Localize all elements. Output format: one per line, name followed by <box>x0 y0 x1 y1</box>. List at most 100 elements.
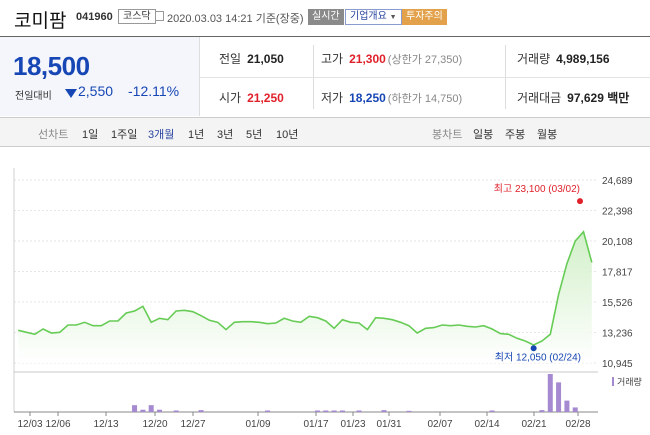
x-tick-label: 02/21 <box>521 419 546 430</box>
stock-name: 코미팜 <box>14 11 67 32</box>
volume-legend-swatch <box>612 377 614 386</box>
upper-limit: (상한가 27,350) <box>387 54 463 66</box>
candle-chart-label: 봉차트 <box>432 129 463 141</box>
price-chart: 24,689 22,398 20,108 17,817 15,526 13,236 10,9… <box>0 148 650 435</box>
quote-datetime: 2020.03.03 14:21 기준(장중) <box>167 13 304 25</box>
low-annotation: 최저 12,050 (02/24) <box>495 351 581 363</box>
x-tick-label: 12/20 <box>142 419 167 430</box>
volume-bar <box>314 410 320 412</box>
lower-limit: (하한가 14,750) <box>387 93 463 105</box>
change-rate: -12.11% <box>128 83 180 99</box>
period-tab-5y[interactable]: 5년 <box>246 129 263 141</box>
volume-bar <box>265 410 271 412</box>
volume-bar <box>339 410 345 412</box>
volume-bar <box>539 410 545 412</box>
y-tick-label: 24,689 <box>602 176 633 187</box>
price-area <box>18 231 592 363</box>
clock-icon <box>155 11 164 21</box>
volume-bar <box>140 409 146 412</box>
volume-bar <box>381 410 387 412</box>
low-cell: 저가 18,250 (하한가 14,750) <box>321 89 462 106</box>
x-tick-label: 02/28 <box>565 419 590 430</box>
prev-day-change-label: 전일대비 <box>15 91 52 102</box>
stock-code: 041960 <box>76 11 113 23</box>
volume-bar <box>132 405 138 412</box>
stock-header: 코미팜 041960 코스닥 2020.03.03 14:21 기준(장중) 실… <box>0 0 650 35</box>
amount-label: 거래대금 <box>517 91 562 105</box>
low-marker <box>530 345 537 352</box>
low-value: 18,250 <box>349 91 386 105</box>
x-tick-label: 01/31 <box>376 419 401 430</box>
x-tick-label: 12/27 <box>180 419 205 430</box>
volume-bar <box>173 410 179 412</box>
y-tick-label: 22,398 <box>602 207 633 218</box>
company-overview-button[interactable]: 기업개요 ▼ <box>345 9 402 25</box>
volume-bar <box>564 400 570 412</box>
volume-bar <box>489 410 495 412</box>
volume-bar <box>572 407 578 412</box>
period-tab-3m[interactable]: 3개월 <box>148 129 175 141</box>
y-tick-label: 15,526 <box>602 298 633 309</box>
company-overview-label: 기업개요 <box>350 11 387 22</box>
amount-cell: 거래대금 97,629 백만 <box>517 89 629 106</box>
open-value: 21,250 <box>247 91 284 105</box>
price-chart-svg: 24,689 22,398 20,108 17,817 15,526 13,236 10,9… <box>13 168 642 430</box>
high-value: 21,300 <box>349 52 386 66</box>
realtime-button[interactable]: 실시간 <box>308 9 344 25</box>
chevron-down-icon: ▼ <box>389 14 397 21</box>
volume-cell: 거래량 4,989,156 <box>517 50 610 67</box>
volume-bar <box>547 374 553 412</box>
volume-bar <box>323 410 329 412</box>
volume-bar <box>331 410 337 412</box>
y-tick-label: 13,236 <box>602 329 633 340</box>
investment-warning-badge: 투자주의 <box>402 9 447 25</box>
volume-legend-label: 거래량 <box>617 376 642 387</box>
high-cell: 고가 21,300 (상한가 27,350) <box>321 50 462 67</box>
x-tick-label: 01/17 <box>303 419 328 430</box>
high-label: 고가 <box>321 52 344 66</box>
x-tick-label: 01/09 <box>245 419 270 430</box>
x-tick-label: 01/23 <box>340 419 365 430</box>
candle-tab-daily[interactable]: 일봉 <box>473 129 494 141</box>
high-marker <box>577 198 583 205</box>
volume-bar <box>198 410 204 412</box>
period-tab-1d[interactable]: 1일 <box>82 129 99 141</box>
candle-tab-monthly[interactable]: 월봉 <box>537 129 558 141</box>
volume-bar <box>356 410 362 412</box>
period-tab-10y[interactable]: 10년 <box>276 129 299 141</box>
candle-tab-weekly[interactable]: 주봉 <box>505 129 526 141</box>
current-price-box: 18,500 전일대비 2,550 -12.11% <box>0 37 200 116</box>
x-tick-label: 12/06 <box>45 419 70 430</box>
price-change: 2,550 <box>78 83 114 99</box>
open-cell: 시가 21,250 <box>219 89 284 106</box>
divider <box>200 77 650 78</box>
down-triangle-icon <box>65 89 77 98</box>
period-tab-3y[interactable]: 3년 <box>217 129 234 141</box>
y-tick-label: 10,945 <box>602 359 633 370</box>
volume-value: 4,989,156 <box>556 52 610 66</box>
chart-toolbar: 선차트 1일 1주일 3개월 1년 3년 5년 10년 봉차트 일봉 주봉 월봉 <box>0 117 650 147</box>
prev-close-label: 전일 <box>219 52 242 66</box>
period-tab-1y[interactable]: 1년 <box>188 129 205 141</box>
price-line <box>18 230 593 346</box>
prev-close-value: 21,050 <box>247 52 284 66</box>
period-tab-1w[interactable]: 1주일 <box>111 129 138 141</box>
y-tick-label: 17,817 <box>602 268 633 279</box>
market-badge: 코스닥 <box>118 9 156 24</box>
prev-close-cell: 전일 21,050 <box>219 50 284 67</box>
amount-value: 97,629 백만 <box>567 91 630 105</box>
volume-bar <box>157 409 162 412</box>
volume-bar <box>556 382 562 412</box>
x-tick-label: 02/14 <box>474 419 499 430</box>
open-label: 시가 <box>219 91 242 105</box>
line-chart-label: 선차트 <box>38 129 69 141</box>
current-price: 18,500 <box>13 51 90 81</box>
low-label: 저가 <box>321 91 344 105</box>
quote-panel: 18,500 전일대비 2,550 -12.11% 전일 21,050 고가 21,… <box>0 36 650 116</box>
volume-bar <box>148 405 154 412</box>
volume-label: 거래량 <box>517 52 551 66</box>
y-tick-label: 20,108 <box>602 237 633 248</box>
volume-bar <box>406 410 412 412</box>
x-tick-label: 12/13 <box>93 419 118 430</box>
high-annotation: 최고 23,100 (03/02) <box>494 183 580 195</box>
